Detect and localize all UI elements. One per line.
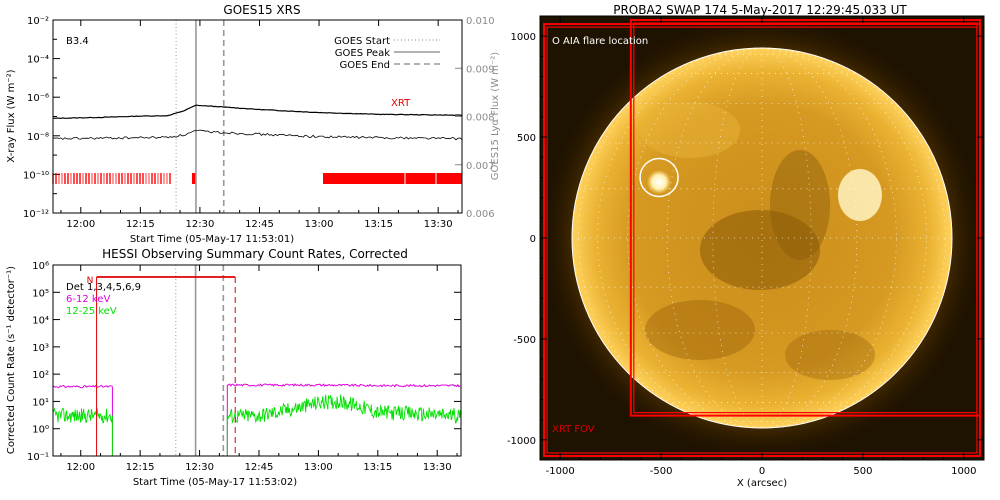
goes-plot-area: 12:00 12:15 12:30 12:45 13:00 13:15 13:30 10⁻¹²… [23, 16, 495, 230]
hessi-ytick-label: 10¹ [32, 397, 49, 408]
xrt-fov-label: XRT FOV [552, 424, 595, 435]
goes-ylabel-right: GOES15 Lyα Flux (W m⁻²) [490, 52, 501, 180]
hessi-xtick-label: 12:45 [245, 462, 274, 473]
legend-goes-end: GOES End [340, 60, 390, 71]
legend-6-12-kev: 6-12 keV [66, 294, 110, 305]
hessi-xtick-label: 13:30 [423, 462, 452, 473]
goes-long-channel [52, 104, 463, 120]
hessi-xtick-label: 12:30 [185, 462, 214, 473]
swap-xtick-label: 1000 [951, 466, 976, 477]
goes-legend: GOES Start GOES Peak GOES End [334, 36, 440, 71]
goes-ytick-label: 10⁻⁸ [27, 132, 49, 143]
hessi-plot-area: 12:00 12:15 12:30 12:45 13:00 13:15 13:30 10⁻¹ 1… [27, 261, 462, 473]
goes-ytick-right-label: 0.007 [466, 161, 495, 172]
xrt-fov-box-inner [633, 22, 978, 414]
aia-flare-circle [639, 157, 679, 198]
swap-ytick-label: -500 [513, 335, 536, 346]
longitude-line [761, 47, 812, 429]
swap-ytick-label: 1000 [511, 32, 536, 43]
goes-ytick-label: 10⁻¹⁰ [23, 170, 49, 181]
hessi-ytick-label: 10⁰ [32, 425, 49, 436]
goes-xtick-label: 12:15 [126, 219, 155, 230]
swap-ytick-label: 0 [530, 234, 536, 245]
series-12-25-kev [52, 407, 113, 424]
xrt-fov-box [629, 19, 981, 417]
goes-short-channel [52, 129, 463, 141]
coronal-hole-center [700, 210, 820, 290]
longitude-line [712, 47, 763, 429]
goes-ytick-label: 10⁻⁶ [27, 93, 49, 104]
goes-ytick-right-label: 0.006 [466, 209, 495, 220]
swap-ytick-label: 500 [517, 133, 536, 144]
flare-bright-point [647, 170, 671, 194]
legend-12-25-kev: 12-25 keV [66, 306, 117, 317]
goes-xtick-label: 12:00 [66, 219, 95, 230]
hessi-detectors-label: Det 1,3,4,5,6,9 [66, 282, 141, 293]
swap-xtick-label: -500 [650, 466, 673, 477]
goes-ytick-right-label: 0.008 [466, 113, 495, 124]
swap-panel: PROBA2 SWAP 174 5-May-2017 12:29:45.033 … [507, 3, 985, 489]
hessi-ytick-label: 10⁴ [32, 316, 49, 327]
series-6-12-kev [52, 384, 113, 389]
aia-flare-location-label: O AIA flare location [552, 36, 648, 47]
legend-goes-start: GOES Start [334, 36, 390, 47]
hessi-ytick-label: 10³ [32, 343, 49, 354]
hessi-xlabel: Start Time (05-May-17 11:53:02) [133, 477, 297, 488]
legend-goes-peak: GOES Peak [335, 48, 390, 59]
swap-image [540, 16, 984, 460]
goes-ytick-label: 10⁻⁴ [27, 55, 49, 66]
night-marker: N [87, 276, 94, 286]
swap-xtick-label: -1000 [546, 466, 575, 477]
goes-ytick-label: 10⁻¹² [23, 209, 49, 220]
goes-ytick-label: 10⁻² [27, 16, 49, 27]
swap-title: PROBA2 SWAP 174 5-May-2017 12:29:45.033 … [613, 3, 907, 17]
bright-region-north [640, 102, 740, 158]
swap-axes: -1000 -500 0 500 1000 -1000 -500 0 500 1000 [507, 16, 984, 477]
goes-ytick-right-label: 0.009 [466, 64, 495, 75]
goes-ytick-right-label: 0.010 [466, 16, 495, 27]
goes-title: GOES15 XRS [223, 3, 300, 17]
hessi-xtick-label: 13:00 [304, 462, 333, 473]
hessi-frame [52, 264, 462, 457]
goes-panel: GOES15 XRS 12:00 12:15 12:30 12:45 13:00 13:1… [6, 3, 501, 245]
coronal-hole-south [645, 300, 755, 360]
goes-xrt-label: XRT [391, 98, 411, 109]
hessi-ytick-label: 10⁻¹ [27, 452, 49, 463]
heliographic-grid [572, 47, 952, 429]
swap-xtick-label: 500 [853, 466, 872, 477]
hessi-xtick-label: 12:15 [126, 462, 155, 473]
swap-xlabel: X (arcsec) [737, 478, 787, 489]
hessi-xtick-label: 13:15 [363, 462, 392, 473]
hessi-ytick-label: 10⁶ [32, 261, 49, 272]
coronal-hole-southeast [785, 330, 875, 380]
goes-xtick-label: 13:15 [364, 219, 393, 230]
hessi-ytick-label: 10² [32, 370, 49, 381]
active-region-west [838, 169, 882, 221]
goes-ylabel: X-ray Flux (W m⁻²) [6, 69, 17, 162]
series-6-12-kev [227, 383, 461, 388]
coronal-hole-filament [770, 150, 830, 260]
xrt-observation-bar [191, 173, 196, 184]
goes-xtick-label: 13:30 [424, 219, 453, 230]
xrt-observation-bar [323, 173, 462, 184]
swap-ytick-label: -1000 [507, 436, 536, 447]
goes-class-label: B3.4 [66, 36, 89, 47]
hessi-xtick-label: 12:00 [66, 462, 95, 473]
goes-xtick-label: 12:30 [186, 219, 215, 230]
hessi-panel: HESSI Observing Summary Count Rates, Cor… [6, 247, 462, 488]
swap-xtick-label: 0 [759, 466, 765, 477]
goes-xlabel: Start Time (05-May-17 11:53:01) [130, 234, 294, 245]
goes-frame [52, 19, 463, 214]
hessi-ytick-label: 10⁵ [32, 288, 49, 299]
goes-xtick-label: 12:45 [245, 219, 274, 230]
series-12-25-kev [226, 394, 461, 425]
goes-xtick-label: 13:00 [305, 219, 334, 230]
hessi-title: HESSI Observing Summary Count Rates, Cor… [102, 247, 408, 261]
hessi-ylabel: Corrected Count Rate (s⁻¹ detector⁻¹) [6, 266, 17, 454]
